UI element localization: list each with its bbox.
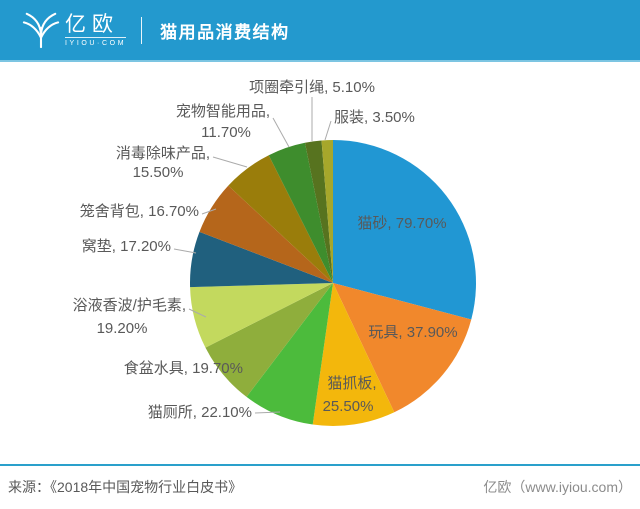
- slice-label-玩具: 玩具, 37.90%: [368, 324, 458, 341]
- slice-label-猫砂: 猫砂, 79.70%: [357, 215, 447, 232]
- pie-slice-宠物智能用品: [268, 142, 333, 283]
- pie-slice-项圈牵引绳: [304, 140, 333, 283]
- footer-divider: [0, 464, 640, 466]
- slice-label-宠物智能用品: 宠物智能用品,: [175, 103, 270, 120]
- brand-domain: IYIOU·COM: [65, 37, 127, 47]
- slice-label-猫抓板-value: 25.50%: [322, 398, 374, 415]
- pie-slice-猫厕所: [246, 283, 333, 425]
- pie-slice-服装: [321, 140, 333, 283]
- leader-line-窝垫: [173, 248, 197, 254]
- pie-slice-消毒除味产品: [228, 155, 333, 283]
- iyiou-logo: 亿欧 IYIOU·COM: [22, 10, 127, 50]
- logo-text: 亿欧 IYIOU·COM: [65, 13, 127, 47]
- pie-slice-浴液香波/护毛素: [190, 283, 333, 348]
- header-divider: [141, 16, 143, 44]
- leader-line-消毒除味产品: [212, 156, 248, 168]
- leader-line-猫厕所: [254, 411, 281, 414]
- slice-label-猫抓板: 猫抓板,: [327, 375, 377, 392]
- source-text: 来源：《2018年中国宠物行业白皮书》: [8, 479, 243, 495]
- leader-line-笼舍背包: [201, 208, 217, 215]
- pie-slice-窝垫: [190, 231, 333, 288]
- iyiou-tulip-icon: [22, 12, 60, 49]
- credit-text: 亿欧（www.iyiou.com）: [483, 479, 632, 495]
- slice-label-服装: 服装, 3.50%: [334, 109, 415, 126]
- header-bar: 亿欧 IYIOU·COM 猫用品消费结构: [0, 0, 640, 62]
- slice-label-窝垫: 窝垫, 17.20%: [81, 238, 171, 255]
- slice-label-宠物智能用品-value: 11.70%: [201, 124, 251, 141]
- pie-slice-玩具: [333, 283, 472, 413]
- slice-label-猫厕所: 猫厕所, 22.10%: [147, 404, 252, 421]
- slice-label-消毒除味产品: 消毒除味产品,: [115, 145, 210, 162]
- leader-line-宠物智能用品: [272, 117, 290, 148]
- pie-slice-猫砂: [333, 140, 476, 320]
- footer: 来源：《2018年中国宠物行业白皮书》 亿欧（www.iyiou.com）: [0, 477, 640, 497]
- leader-line-浴液香波/护毛素: [188, 308, 207, 318]
- slice-label-笼舍背包: 笼舍背包, 16.70%: [79, 203, 199, 220]
- pie-slice-猫抓板: [312, 283, 395, 427]
- leader-line-服装: [324, 120, 332, 141]
- slice-label-消毒除味产品-value: 15.50%: [132, 164, 184, 181]
- pie-slice-笼舍背包: [199, 185, 333, 283]
- chart-title: 猫用品消费结构: [160, 22, 290, 42]
- slice-label-食盆水具: 食盆水具, 19.70%: [123, 360, 243, 377]
- brand-name: 亿欧: [65, 13, 119, 36]
- slice-label-浴液香波/护毛素: 浴液香波/护毛素,: [72, 297, 186, 314]
- slice-label-浴液香波/护毛素-value: 19.20%: [96, 320, 148, 337]
- slice-label-项圈牵引绳: 项圈牵引绳, 5.10%: [249, 79, 375, 96]
- pie-slice-食盆水具: [205, 283, 333, 397]
